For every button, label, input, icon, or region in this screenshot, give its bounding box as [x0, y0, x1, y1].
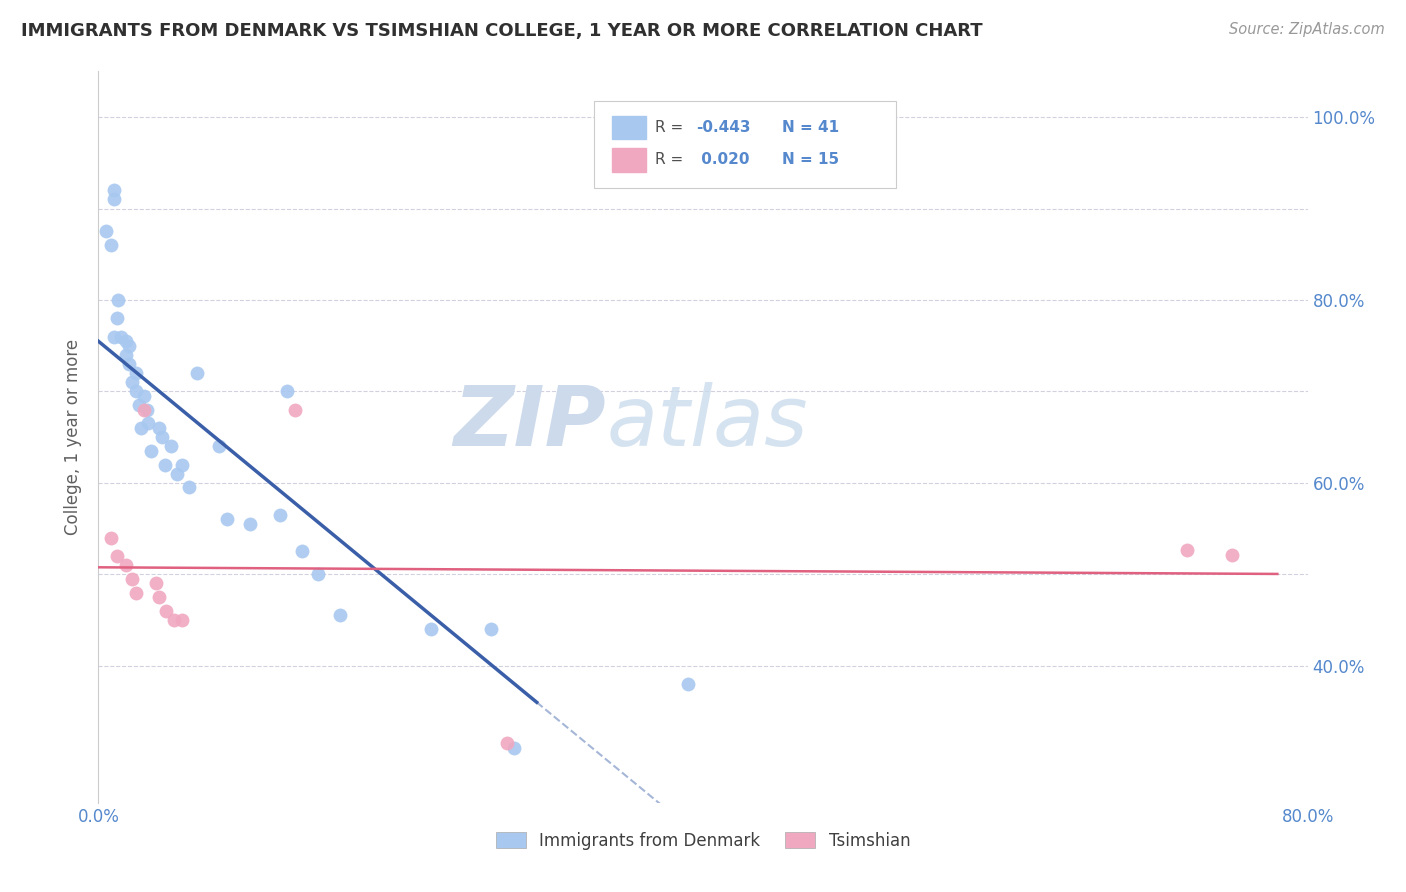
Point	[148, 421, 170, 435]
Point	[155, 604, 177, 618]
Point	[125, 366, 148, 380]
Point	[114, 558, 136, 573]
Point	[94, 224, 117, 238]
Point	[329, 608, 352, 623]
Point	[307, 567, 329, 582]
Text: N = 41: N = 41	[782, 120, 839, 136]
Point	[145, 576, 167, 591]
Point	[128, 398, 150, 412]
Y-axis label: College, 1 year or more: College, 1 year or more	[65, 339, 83, 535]
Point	[1220, 548, 1243, 562]
Point	[166, 467, 188, 481]
Point	[170, 458, 193, 472]
FancyBboxPatch shape	[613, 116, 647, 139]
Text: Source: ZipAtlas.com: Source: ZipAtlas.com	[1229, 22, 1385, 37]
Point	[170, 613, 193, 627]
Point	[239, 516, 262, 531]
Text: R =: R =	[655, 120, 688, 136]
Point	[495, 736, 517, 750]
Text: ZIP: ZIP	[454, 382, 606, 463]
Point	[114, 334, 136, 348]
Point	[208, 439, 231, 453]
Point	[118, 357, 141, 371]
Text: 0.020: 0.020	[696, 153, 749, 168]
Point	[100, 238, 122, 252]
Point	[132, 402, 155, 417]
Point	[118, 339, 141, 353]
Point	[103, 329, 125, 343]
Point	[481, 622, 503, 636]
Point	[1175, 542, 1198, 557]
Point	[160, 439, 183, 453]
Point	[100, 531, 122, 545]
Point	[186, 366, 208, 380]
Point	[163, 613, 186, 627]
Point	[179, 480, 201, 494]
Point	[132, 389, 155, 403]
Point	[135, 402, 157, 417]
Point	[121, 376, 143, 390]
Point	[125, 384, 148, 399]
Text: R =: R =	[655, 153, 688, 168]
Point	[215, 512, 238, 526]
Text: IMMIGRANTS FROM DENMARK VS TSIMSHIAN COLLEGE, 1 YEAR OR MORE CORRELATION CHART: IMMIGRANTS FROM DENMARK VS TSIMSHIAN COL…	[21, 22, 983, 40]
Point	[276, 384, 298, 399]
Point	[105, 549, 128, 563]
Text: N = 15: N = 15	[782, 153, 839, 168]
Point	[676, 677, 699, 691]
Point	[291, 544, 314, 558]
Point	[103, 192, 125, 206]
Point	[136, 417, 159, 431]
Point	[125, 585, 148, 599]
Point	[114, 348, 136, 362]
Point	[107, 293, 129, 307]
Text: -0.443: -0.443	[696, 120, 751, 136]
Point	[110, 329, 132, 343]
Point	[121, 572, 143, 586]
Point	[129, 421, 152, 435]
FancyBboxPatch shape	[613, 148, 647, 171]
Point	[503, 740, 526, 755]
Point	[141, 443, 163, 458]
Point	[150, 430, 173, 444]
Point	[153, 458, 176, 472]
Point	[420, 622, 443, 636]
FancyBboxPatch shape	[595, 101, 897, 188]
Legend: Immigrants from Denmark, Tsimshian: Immigrants from Denmark, Tsimshian	[489, 825, 917, 856]
Point	[105, 311, 128, 326]
Point	[148, 590, 170, 604]
Point	[103, 183, 125, 197]
Point	[269, 508, 291, 522]
Point	[284, 402, 307, 417]
Text: atlas: atlas	[606, 382, 808, 463]
